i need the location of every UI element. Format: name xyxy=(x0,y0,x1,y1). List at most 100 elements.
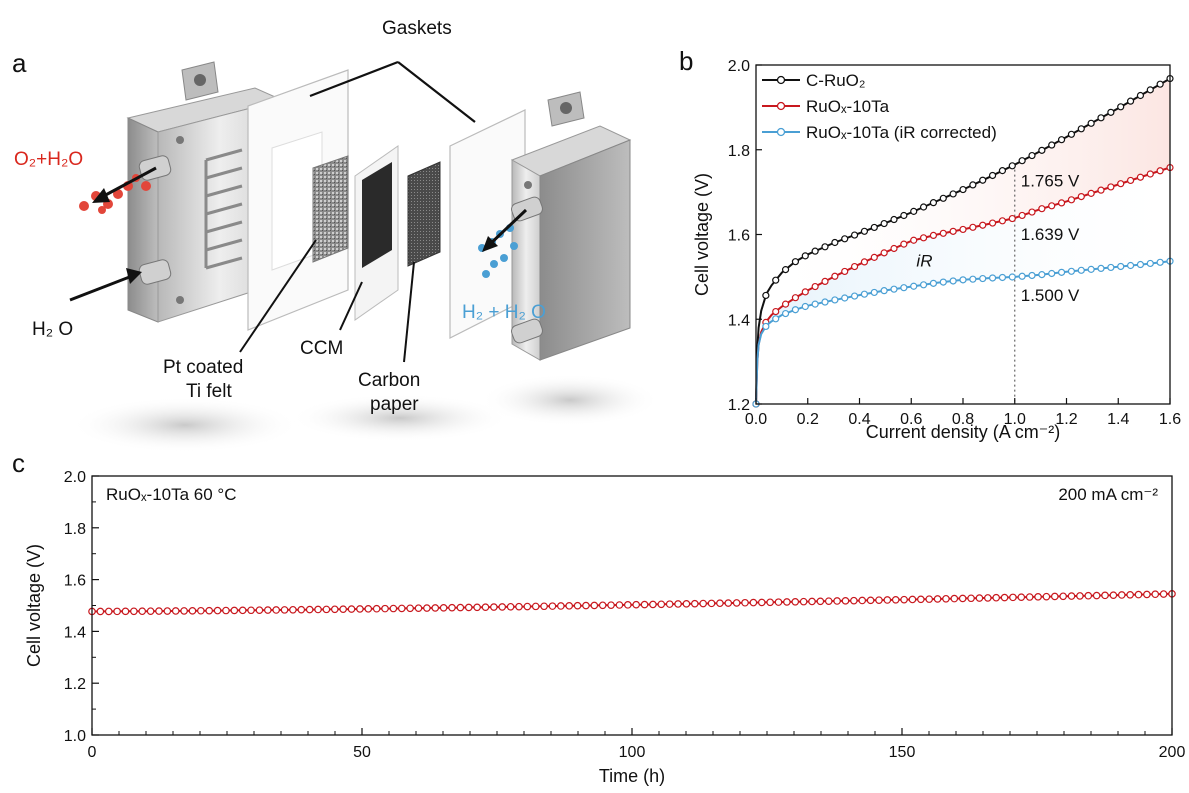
x-tick-label: 0.8 xyxy=(952,411,974,428)
x-tick-label: 0 xyxy=(88,744,97,761)
voltage-annotation-3: 1.500 V xyxy=(1021,286,1080,305)
data-point xyxy=(801,302,809,311)
data-point xyxy=(1084,591,1093,600)
ccm-electrode xyxy=(362,162,392,268)
data-point xyxy=(197,606,205,615)
data-point xyxy=(448,603,456,612)
data-point xyxy=(975,594,984,602)
data-point xyxy=(1136,173,1145,181)
hydrogen-arrow xyxy=(482,208,528,252)
data-point xyxy=(1038,205,1046,213)
data-point xyxy=(732,599,741,607)
data-point xyxy=(949,190,957,198)
legend-marker xyxy=(776,101,786,111)
data-point xyxy=(933,595,942,603)
data-point xyxy=(598,601,607,610)
data-point xyxy=(1059,592,1067,601)
data-point xyxy=(515,602,523,611)
data-point xyxy=(801,252,809,260)
data-point xyxy=(699,599,707,608)
data-point xyxy=(831,296,839,304)
carbon-label: Carbon xyxy=(358,370,420,391)
o2-h2o-label: O₂+H₂O xyxy=(14,149,83,170)
x-axis-label: Time (h) xyxy=(599,766,665,786)
data-point xyxy=(188,607,197,615)
data-point xyxy=(1025,593,1034,601)
y-tick-label: 1.6 xyxy=(728,228,750,245)
data-point xyxy=(1067,267,1076,275)
data-point xyxy=(890,285,898,293)
data-point xyxy=(540,602,548,611)
x-tick-label: 1.6 xyxy=(1159,411,1181,428)
data-point xyxy=(682,600,691,608)
data-point xyxy=(1077,193,1085,201)
data-point xyxy=(890,215,898,224)
data-point xyxy=(431,604,440,612)
data-point xyxy=(565,602,574,610)
data-point xyxy=(850,231,859,239)
x-tick-label: 150 xyxy=(889,744,916,761)
panel-label-c: c xyxy=(12,448,25,478)
data-point xyxy=(1057,136,1066,144)
data-point xyxy=(665,600,674,608)
x-tick-label: 50 xyxy=(353,744,371,761)
inlet-arrow xyxy=(69,268,142,302)
data-point xyxy=(939,229,947,237)
voltage-annotation-1: 1.765 V xyxy=(1021,172,1080,191)
data-point xyxy=(979,221,987,229)
axes-ticks: 0 50 100 150 200 1.0 1.2 1.4 1.6 1.8 2.0 xyxy=(64,469,1186,761)
data-point xyxy=(473,603,481,612)
data-point xyxy=(880,249,888,257)
data-point xyxy=(799,597,808,606)
y-tick-label: 1.8 xyxy=(728,143,750,160)
legend-label: C-RuO₂ xyxy=(806,71,866,90)
carbon-paper xyxy=(407,161,441,267)
data-point xyxy=(1087,265,1095,273)
data-point xyxy=(939,278,947,286)
data-point xyxy=(791,597,800,606)
data-point xyxy=(1117,262,1125,271)
component-leader-lines xyxy=(239,239,415,363)
data-point xyxy=(988,219,997,227)
data-point xyxy=(1143,590,1151,599)
legend-marker xyxy=(776,127,786,137)
data-point xyxy=(870,253,878,261)
data-point xyxy=(456,603,465,612)
data-point xyxy=(890,244,898,253)
paper-label: paper xyxy=(370,394,419,415)
data-point xyxy=(1034,593,1042,601)
data-point xyxy=(397,604,406,613)
data-point xyxy=(1097,114,1105,122)
data-point xyxy=(523,602,532,611)
data-point xyxy=(774,598,783,606)
data-point xyxy=(1018,272,1026,280)
data-point xyxy=(1156,80,1164,88)
data-point xyxy=(1087,189,1095,197)
data-point xyxy=(439,603,448,612)
data-point xyxy=(870,288,878,297)
data-point xyxy=(213,606,222,615)
data-point xyxy=(1156,258,1164,266)
data-point xyxy=(762,291,770,300)
data-point xyxy=(860,290,869,298)
data-point xyxy=(1008,214,1016,223)
series-group xyxy=(752,74,1174,408)
y-tick-label: 1.6 xyxy=(64,573,86,590)
y-tick-label: 1.8 xyxy=(64,521,86,538)
data-point xyxy=(104,607,113,616)
data-point xyxy=(406,604,414,613)
data-point xyxy=(988,274,997,282)
data-point xyxy=(959,225,967,234)
data-point xyxy=(969,181,977,189)
y-axis-label: Cell voltage (V) xyxy=(692,173,712,296)
data-point xyxy=(130,607,138,616)
y-tick-label: 1.2 xyxy=(64,676,86,693)
data-point xyxy=(791,306,800,314)
data-point xyxy=(1126,176,1135,185)
ir-annotation: iR xyxy=(916,251,932,270)
data-point xyxy=(988,171,997,180)
condition-label: RuOₓ-10Ta 60 °C xyxy=(106,485,237,504)
ccm-label: CCM xyxy=(300,338,343,359)
data-point xyxy=(919,234,928,242)
data-point xyxy=(811,300,819,308)
